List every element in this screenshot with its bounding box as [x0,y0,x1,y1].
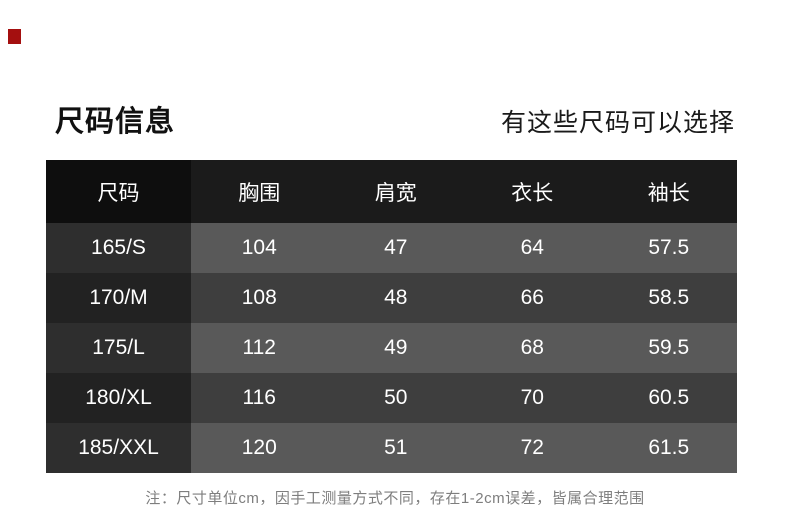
chest-cell: 104 [191,223,328,273]
table-header-row: 尺码 胸围 肩宽 衣长 袖长 [46,160,737,223]
sleeve-cell: 59.5 [600,323,737,373]
header-cell-chest: 胸围 [191,160,328,223]
shoulder-cell: 50 [327,373,464,423]
chest-cell: 112 [191,323,328,373]
chest-cell: 116 [191,373,328,423]
length-cell: 72 [464,423,601,473]
length-cell: 64 [464,223,601,273]
table-row: 165/S 104 47 64 57.5 [46,223,737,273]
header-cell-sleeve: 袖长 [600,160,737,223]
size-cell: 185/XXL [46,423,191,473]
table-row: 185/XXL 120 51 72 61.5 [46,423,737,473]
table-row: 170/M 108 48 66 58.5 [46,273,737,323]
sleeve-cell: 57.5 [600,223,737,273]
shoulder-cell: 51 [327,423,464,473]
shoulder-cell: 47 [327,223,464,273]
section-subtitle: 有这些尺码可以选择 [500,109,735,137]
section-header: 尺码信息 有这些尺码可以选择 [55,98,735,140]
table-row: 175/L 112 49 68 59.5 [46,323,737,373]
size-cell: 165/S [46,223,191,273]
measurement-note: 注：尺寸单位cm，因手工测量方式不同，存在1-2cm误差，皆属合理范围 [145,490,645,507]
section-title: 尺码信息 [55,106,176,138]
size-cell: 170/M [46,273,191,323]
shoulder-cell: 48 [327,273,464,323]
chest-cell: 120 [191,423,328,473]
table-row: 180/XL 116 50 70 60.5 [46,373,737,423]
length-cell: 68 [464,323,601,373]
length-cell: 66 [464,273,601,323]
shoulder-cell: 49 [327,323,464,373]
size-cell: 180/XL [46,373,191,423]
chest-cell: 108 [191,273,328,323]
sleeve-cell: 61.5 [600,423,737,473]
sleeve-cell: 58.5 [600,273,737,323]
length-cell: 70 [464,373,601,423]
size-cell: 175/L [46,323,191,373]
size-table: 尺码 胸围 肩宽 衣长 袖长 165/S 104 47 64 57.5 170/… [46,160,737,473]
red-square-icon [8,29,21,44]
header-cell-size: 尺码 [46,160,191,223]
sleeve-cell: 60.5 [600,373,737,423]
header-cell-shoulder: 肩宽 [327,160,464,223]
header-cell-length: 衣长 [464,160,601,223]
